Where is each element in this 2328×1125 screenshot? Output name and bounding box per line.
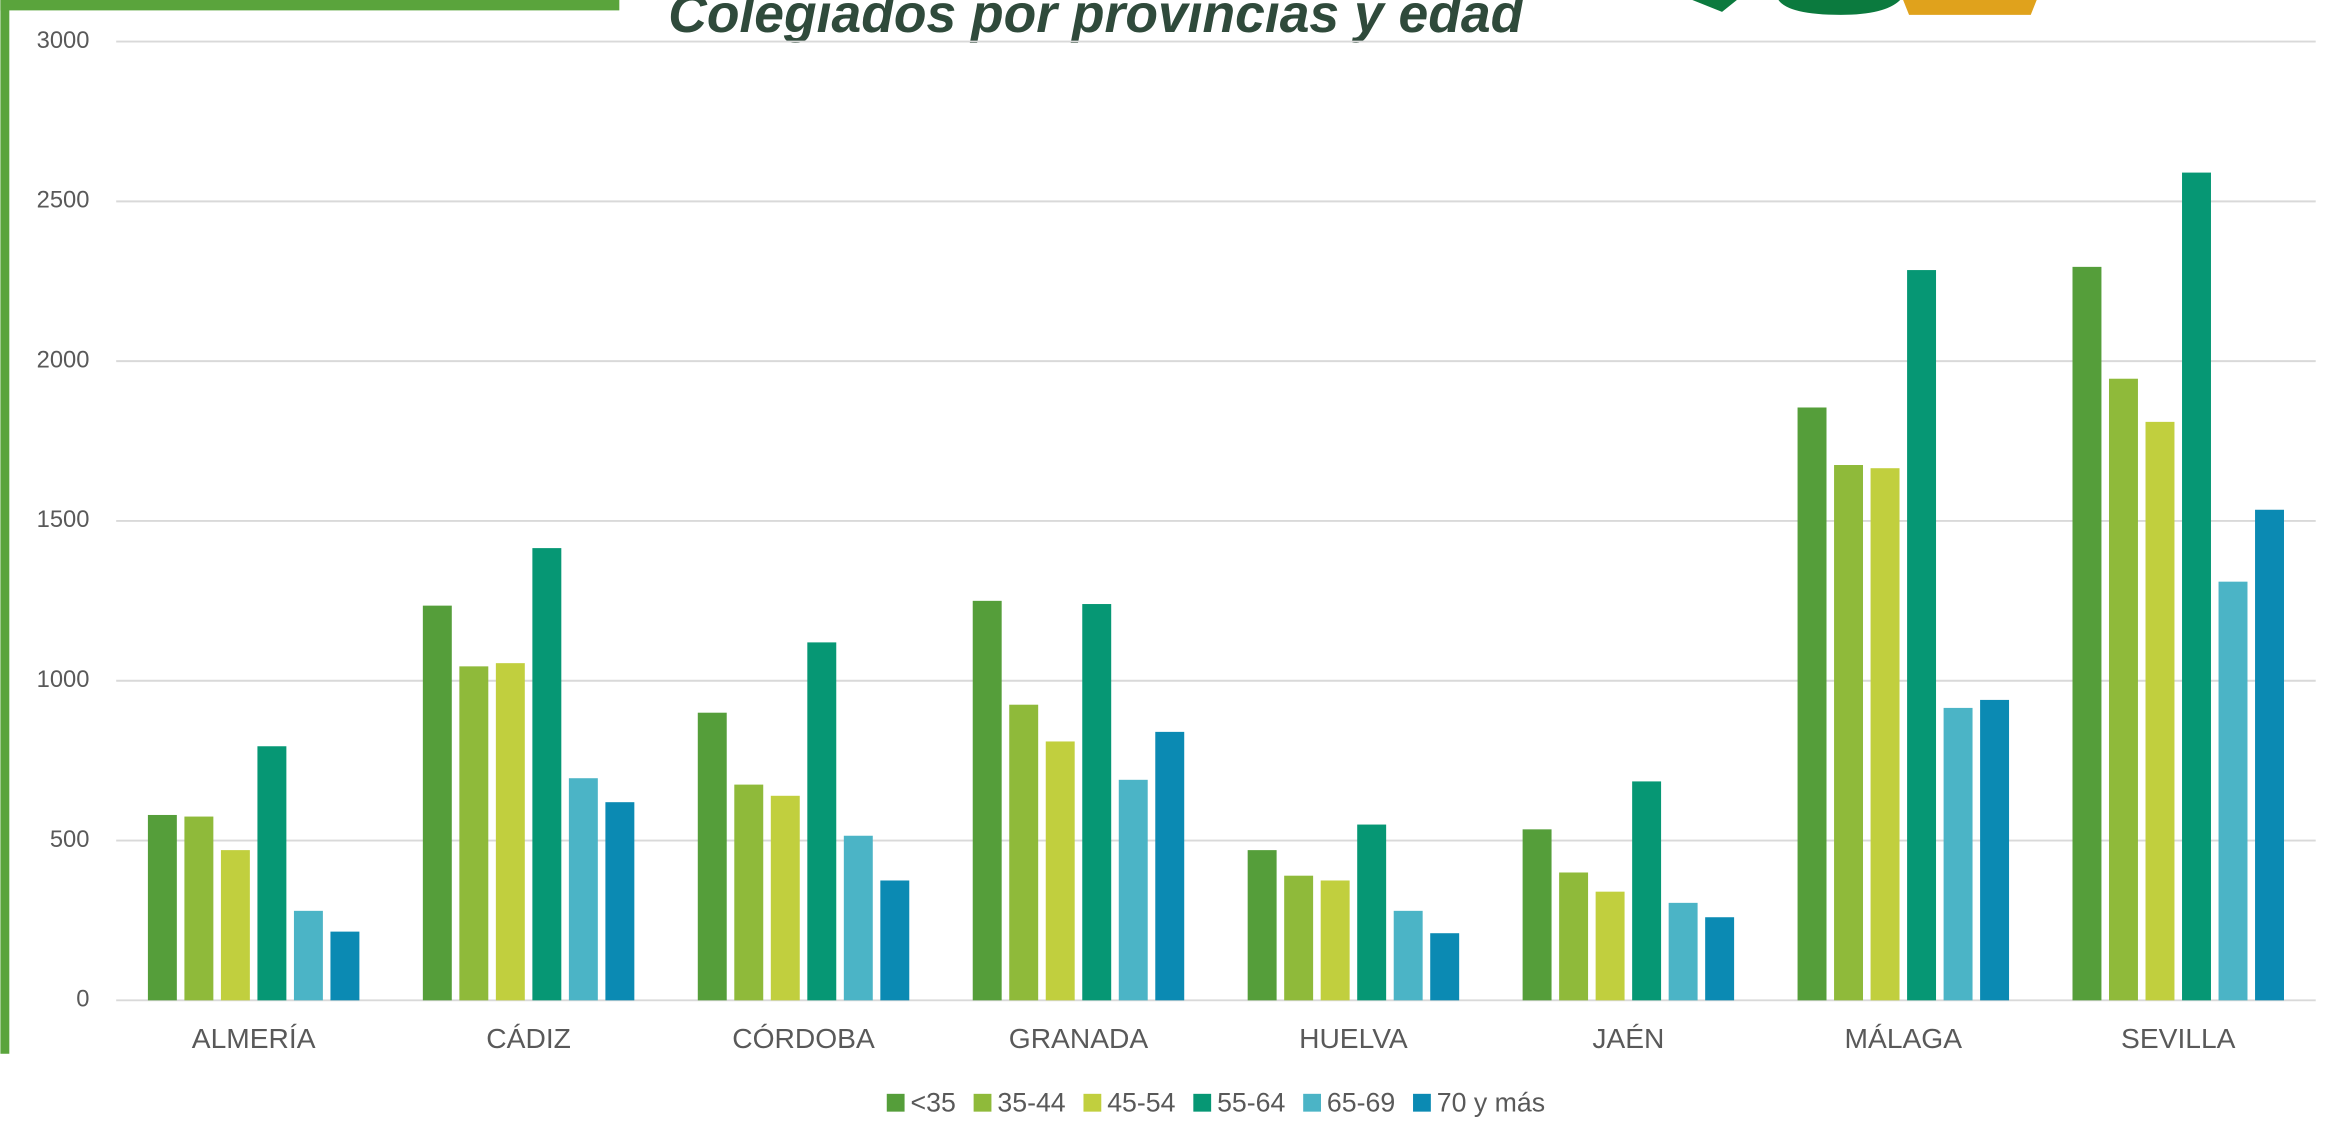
- bar: [770, 795, 800, 1001]
- bar: [1595, 891, 1625, 1001]
- x-tick-label: HUELVA: [1299, 1022, 1408, 1054]
- bar: [1284, 875, 1314, 1001]
- logo-shape: [1778, 0, 1901, 15]
- x-tick-label: CÓRDOBA: [732, 1022, 875, 1054]
- x-tick-label: ALMERÍA: [192, 1022, 316, 1054]
- legend-swatch: [1193, 1093, 1212, 1112]
- bar: [1430, 933, 1460, 1001]
- y-tick-label: 0: [76, 987, 89, 1013]
- x-tick-label: CÁDIZ: [486, 1022, 571, 1054]
- legend-swatch: [973, 1093, 992, 1112]
- x-tick-label: MÁLAGA: [1845, 1022, 1963, 1054]
- left-accent: [0, 0, 10, 1054]
- chart-title: Colegiados por provincias y edad: [668, 0, 1524, 44]
- bar: [1082, 604, 1112, 1001]
- y-tick-label: 2500: [37, 188, 90, 214]
- legend-label: 70 y más: [1437, 1087, 1545, 1117]
- bar: [843, 835, 873, 1001]
- bar: [807, 642, 837, 1001]
- bar: [1522, 829, 1552, 1001]
- bar: [734, 784, 764, 1001]
- bar: [2182, 172, 2211, 1001]
- y-tick-label: 2000: [37, 347, 90, 373]
- bar: [532, 548, 562, 1001]
- bar: [1943, 707, 1973, 1001]
- bar: [1834, 465, 1864, 1001]
- bar: [2145, 421, 2175, 1001]
- legend-label: 65-69: [1327, 1087, 1395, 1117]
- bar: [1393, 910, 1423, 1001]
- y-tick-label: 500: [50, 827, 90, 853]
- bar: [2072, 266, 2102, 1001]
- bar: [1320, 880, 1350, 1001]
- logo-shape: [1903, 0, 2037, 15]
- x-tick-label: SEVILLA: [2121, 1022, 2236, 1054]
- bar: [147, 814, 177, 1001]
- bar: [697, 712, 727, 1001]
- y-tick-label: 1500: [37, 507, 90, 533]
- bar: [1045, 741, 1075, 1001]
- bar: [257, 746, 287, 1001]
- bar: [330, 931, 360, 1001]
- bar: [184, 816, 214, 1001]
- logo-shape: [1692, 0, 1737, 12]
- legend-label: 45-54: [1107, 1087, 1175, 1117]
- bar: [2109, 378, 2138, 1001]
- legend-label: 55-64: [1217, 1087, 1285, 1117]
- bar: [1870, 468, 1900, 1001]
- bar: [1705, 917, 1735, 1001]
- bar: [1907, 270, 1937, 1001]
- bar: [605, 802, 635, 1001]
- bar: [1668, 902, 1698, 1001]
- bar: [459, 666, 489, 1001]
- bar: [1797, 407, 1827, 1001]
- bar: [880, 880, 910, 1001]
- logo: [1692, 0, 2037, 15]
- bar: [1009, 704, 1039, 1001]
- legend-swatch: [1413, 1093, 1431, 1112]
- legend-swatch: [1083, 1093, 1102, 1112]
- bar: [1247, 850, 1277, 1001]
- legend-swatch: [1303, 1093, 1321, 1112]
- bar: [495, 663, 525, 1001]
- top-accent: [0, 0, 620, 11]
- y-tick-label: 1000: [37, 667, 90, 693]
- bar: [1357, 824, 1387, 1001]
- bar: [1632, 781, 1662, 1001]
- bar: [2255, 509, 2284, 1001]
- bar: [2218, 581, 2248, 1001]
- bar: [220, 850, 250, 1001]
- bar: [568, 778, 598, 1001]
- bar: [293, 910, 323, 1001]
- y-tick-label: 3000: [37, 28, 90, 54]
- bar: [1155, 731, 1185, 1001]
- x-tick-label: GRANADA: [1009, 1022, 1149, 1054]
- bar: [1118, 779, 1148, 1001]
- legend-swatch: [886, 1093, 905, 1112]
- bar: [1980, 699, 2010, 1001]
- bar: [422, 605, 452, 1001]
- x-tick-label: JAÉN: [1592, 1022, 1664, 1054]
- legend-label: 35-44: [997, 1087, 1065, 1117]
- bar: [1559, 872, 1589, 1001]
- bar: [972, 600, 1002, 1001]
- legend-label: <35: [911, 1087, 956, 1117]
